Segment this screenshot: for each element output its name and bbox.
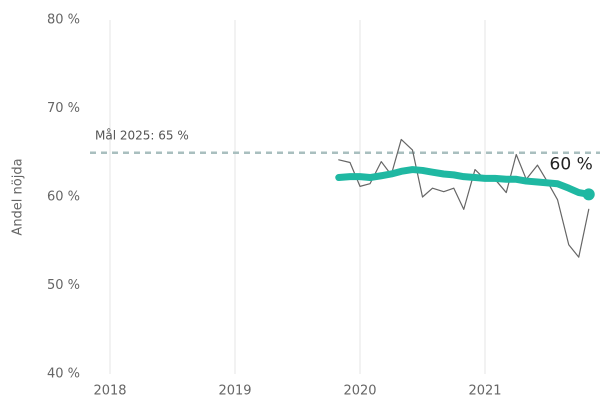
value-label: 60 % bbox=[550, 154, 593, 174]
x-tick-label: 2021 bbox=[468, 384, 501, 399]
trend-line bbox=[335, 166, 593, 198]
y-tick-label: 40 % bbox=[47, 367, 80, 382]
annotation: Mål 2025: 65 % bbox=[95, 128, 189, 142]
x-tick-label: 2019 bbox=[218, 384, 251, 399]
y-tick-label: 50 % bbox=[47, 278, 80, 293]
x-tick-label: 2020 bbox=[343, 384, 376, 399]
x-tick-label: 2018 bbox=[93, 384, 126, 399]
y-axis-title: Andel nöjda bbox=[11, 158, 26, 235]
end-dot bbox=[582, 188, 595, 201]
y-tick-label: 60 % bbox=[47, 190, 80, 205]
y-tick-label: 80 % bbox=[47, 13, 80, 28]
y-tick-label: 70 % bbox=[47, 101, 80, 116]
